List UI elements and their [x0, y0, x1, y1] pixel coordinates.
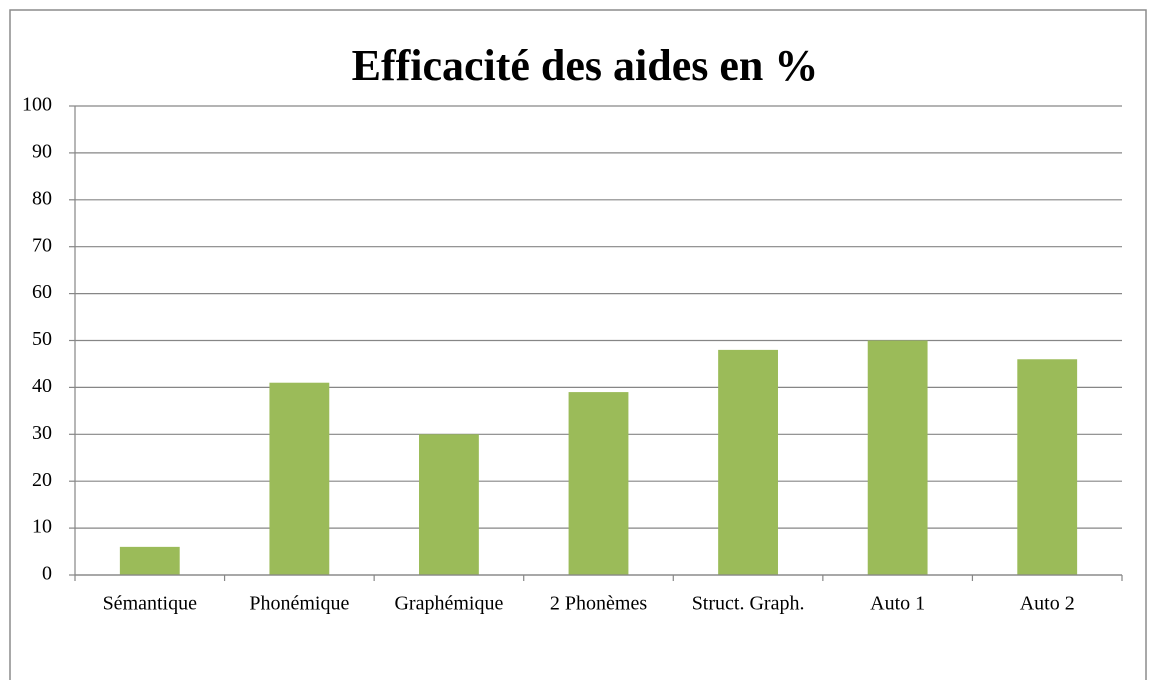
bar: [269, 382, 330, 575]
x-tick-label: Auto 2: [1020, 593, 1075, 615]
x-tick-label: Auto 1: [870, 593, 925, 615]
y-tick-label: 80: [32, 187, 52, 209]
x-tick-label: Struct. Graph.: [692, 593, 805, 615]
y-tick-label: 100: [22, 94, 52, 116]
chart-border: [9, 9, 1147, 680]
y-tick-label: 60: [32, 281, 52, 303]
x-tick-label: 2 Phonèmes: [550, 593, 647, 615]
bar: [119, 546, 180, 575]
bar: [1017, 359, 1078, 575]
y-tick-label: 90: [32, 140, 52, 162]
bar: [718, 349, 778, 575]
y-tick-label: 0: [42, 563, 52, 585]
y-tick-label: 30: [32, 422, 52, 444]
y-tick-label: 40: [32, 375, 52, 397]
y-tick-label: 70: [32, 234, 52, 256]
x-tick-label: Phonémique: [249, 593, 349, 615]
x-tick-label: Graphémique: [394, 593, 503, 615]
bar: [419, 434, 479, 575]
bar: [867, 340, 928, 575]
chart-title: Efficacité des aides en %: [352, 41, 819, 90]
x-tick-label: Sémantique: [103, 593, 198, 615]
y-tick-label: 50: [32, 328, 52, 350]
y-tick-label: 10: [32, 516, 52, 538]
bar: [568, 392, 629, 575]
y-tick-label: 20: [32, 469, 52, 491]
